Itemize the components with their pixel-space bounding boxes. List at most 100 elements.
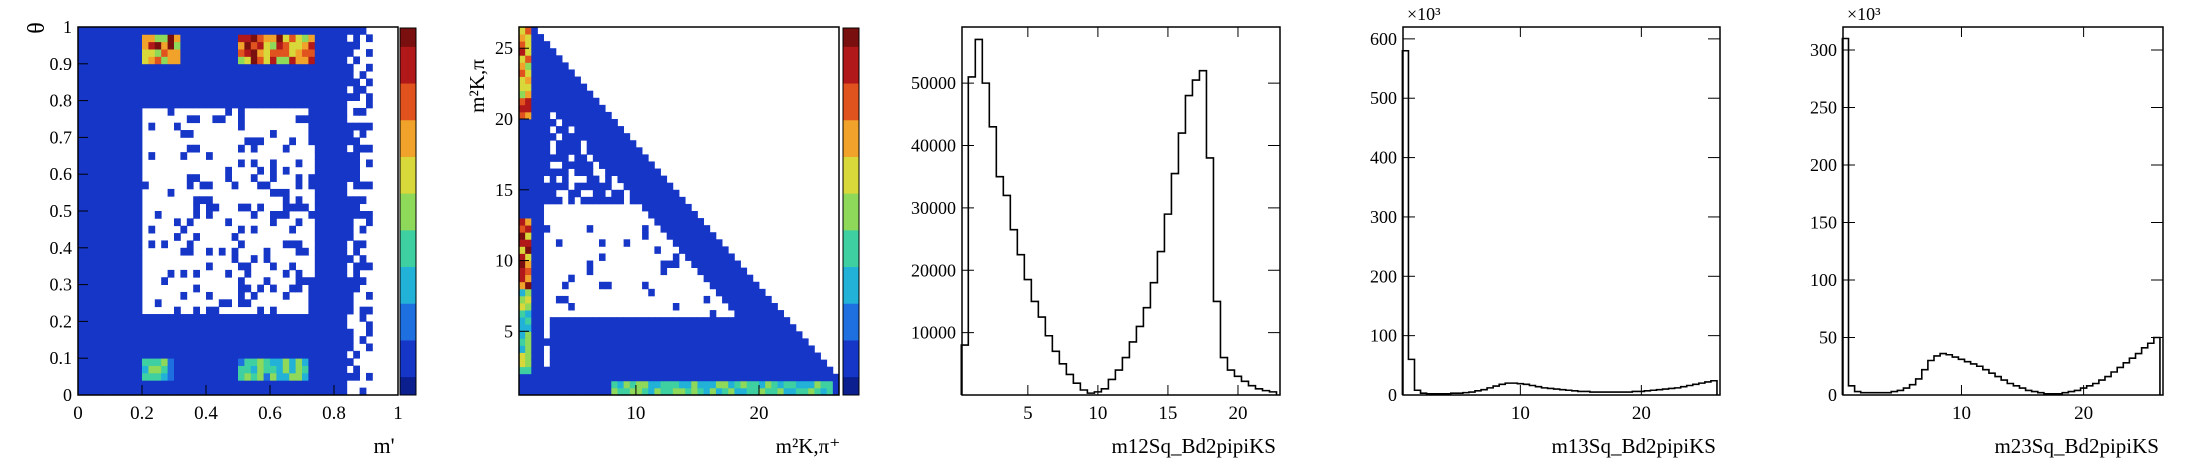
- heatmap-cell: [142, 343, 149, 352]
- heatmap-cell: [263, 328, 271, 337]
- heatmap-cell: [314, 233, 322, 241]
- heatmap-cell: [84, 49, 92, 57]
- heatmap-cell: [135, 233, 143, 241]
- heatmap-cell: [103, 93, 111, 101]
- heatmap-cell: [531, 338, 538, 346]
- heatmap-cell: [592, 154, 600, 162]
- heatmap-cell: [734, 366, 741, 375]
- heatmap-cell: [555, 182, 563, 191]
- heatmap-cell: [103, 269, 111, 278]
- heatmap-cell: [346, 130, 354, 138]
- heatmap-cell: [225, 71, 232, 79]
- heatmap-cell: [314, 78, 322, 87]
- heatmap-cell: [84, 93, 92, 101]
- heatmap-cell: [225, 100, 232, 109]
- heatmap-cell: [629, 387, 637, 396]
- y-tick-label: 50000: [911, 73, 956, 93]
- histogram-bin: [1101, 389, 1108, 395]
- heatmap-cell: [116, 291, 124, 300]
- histogram-bin: [1052, 351, 1059, 395]
- heatmap-cell: [250, 174, 258, 182]
- heatmap-cell: [715, 281, 723, 290]
- heatmap-cell: [327, 188, 335, 197]
- histogram-bin: [1220, 358, 1227, 395]
- heatmap-cell: [580, 119, 588, 127]
- plot-frame-3: [961, 26, 1281, 396]
- heatmap-cell: [709, 366, 717, 375]
- heatmap-cell: [555, 345, 563, 353]
- heatmap-cell: [555, 380, 563, 389]
- heatmap-cell: [90, 85, 98, 94]
- heatmap-cell: [289, 137, 296, 146]
- heatmap-cell: [90, 350, 98, 359]
- heatmap-cell: [186, 218, 194, 227]
- heatmap-cell: [250, 41, 258, 50]
- heatmap-cell: [722, 359, 729, 368]
- heatmap-cell: [709, 281, 717, 290]
- heatmap-cell: [353, 93, 360, 101]
- heatmap-cell: [206, 306, 213, 315]
- heatmap-cell: [519, 189, 526, 198]
- heatmap-cell: [580, 324, 588, 332]
- histogram-bin: [2154, 338, 2160, 396]
- heatmap-cell: [321, 93, 328, 101]
- heatmap-cell: [103, 343, 111, 352]
- heatmap-cell: [605, 154, 612, 162]
- heatmap-cell: [555, 147, 563, 155]
- heatmap-cell: [525, 211, 532, 219]
- heatmap-cell: [340, 93, 348, 101]
- heatmap-cell: [142, 34, 149, 43]
- heatmap-cell: [148, 358, 156, 366]
- heatmap-cell: [672, 366, 680, 375]
- heatmap-cell: [135, 387, 143, 396]
- heatmap-cell: [543, 55, 551, 63]
- heatmap-cell: [244, 284, 252, 293]
- heatmap-cell: [666, 352, 674, 361]
- heatmap-cell: [635, 380, 643, 389]
- heatmap-cell: [314, 71, 322, 79]
- heatmap-cell: [238, 27, 245, 35]
- heatmap-cell: [129, 299, 136, 308]
- heatmap-cell: [308, 115, 316, 124]
- colorbar-cell: [843, 37, 859, 47]
- heatmap-cell: [321, 188, 328, 197]
- heatmap-cell: [537, 119, 545, 127]
- heatmap-cell: [174, 49, 181, 57]
- heatmap-cell: [154, 380, 162, 389]
- heatmap-cell: [263, 56, 271, 65]
- heatmap-cell: [334, 218, 341, 227]
- heatmap-cell: [537, 154, 545, 162]
- heatmap-cell: [218, 71, 226, 79]
- heatmap-cell: [321, 306, 328, 315]
- heatmap-cell: [802, 366, 809, 375]
- heatmap-cell: [302, 336, 309, 344]
- heatmap-cell: [289, 321, 296, 330]
- heatmap-cell: [90, 306, 98, 315]
- heatmap-cell: [359, 122, 367, 131]
- heatmap-cell: [586, 324, 594, 332]
- heatmap-cell: [97, 365, 104, 374]
- heatmap-cell: [122, 291, 130, 300]
- heatmap-cell: [648, 387, 655, 396]
- heatmap-cell: [746, 359, 754, 368]
- heatmap-cell: [549, 55, 557, 63]
- heatmap-cell: [359, 240, 367, 249]
- heatmap-cell: [635, 147, 643, 155]
- heatmap-cell: [685, 246, 692, 254]
- heatmap-cell: [161, 49, 168, 57]
- heatmap-cell: [276, 328, 284, 337]
- heatmap-cell: [586, 140, 594, 148]
- heatmap-cell: [531, 225, 538, 233]
- heatmap-cell: [103, 358, 111, 366]
- heatmap-cell: [180, 56, 188, 65]
- heatmap-cell: [679, 246, 686, 254]
- histogram-bin: [2136, 354, 2142, 395]
- heatmap-cell: [97, 218, 104, 227]
- heatmap-cell: [122, 255, 130, 263]
- heatmap-cell: [519, 119, 526, 127]
- colorbar-cell: [843, 321, 859, 332]
- heatmap-cell: [334, 115, 341, 124]
- heatmap-cell: [537, 48, 545, 56]
- heatmap-cell: [116, 137, 124, 146]
- heatmap-cell: [722, 295, 729, 304]
